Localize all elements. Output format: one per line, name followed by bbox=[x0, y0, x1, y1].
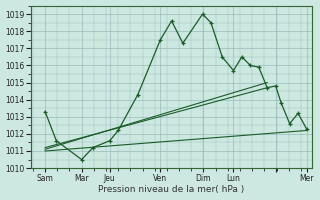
X-axis label: Pression niveau de la mer( hPa ): Pression niveau de la mer( hPa ) bbox=[99, 185, 245, 194]
